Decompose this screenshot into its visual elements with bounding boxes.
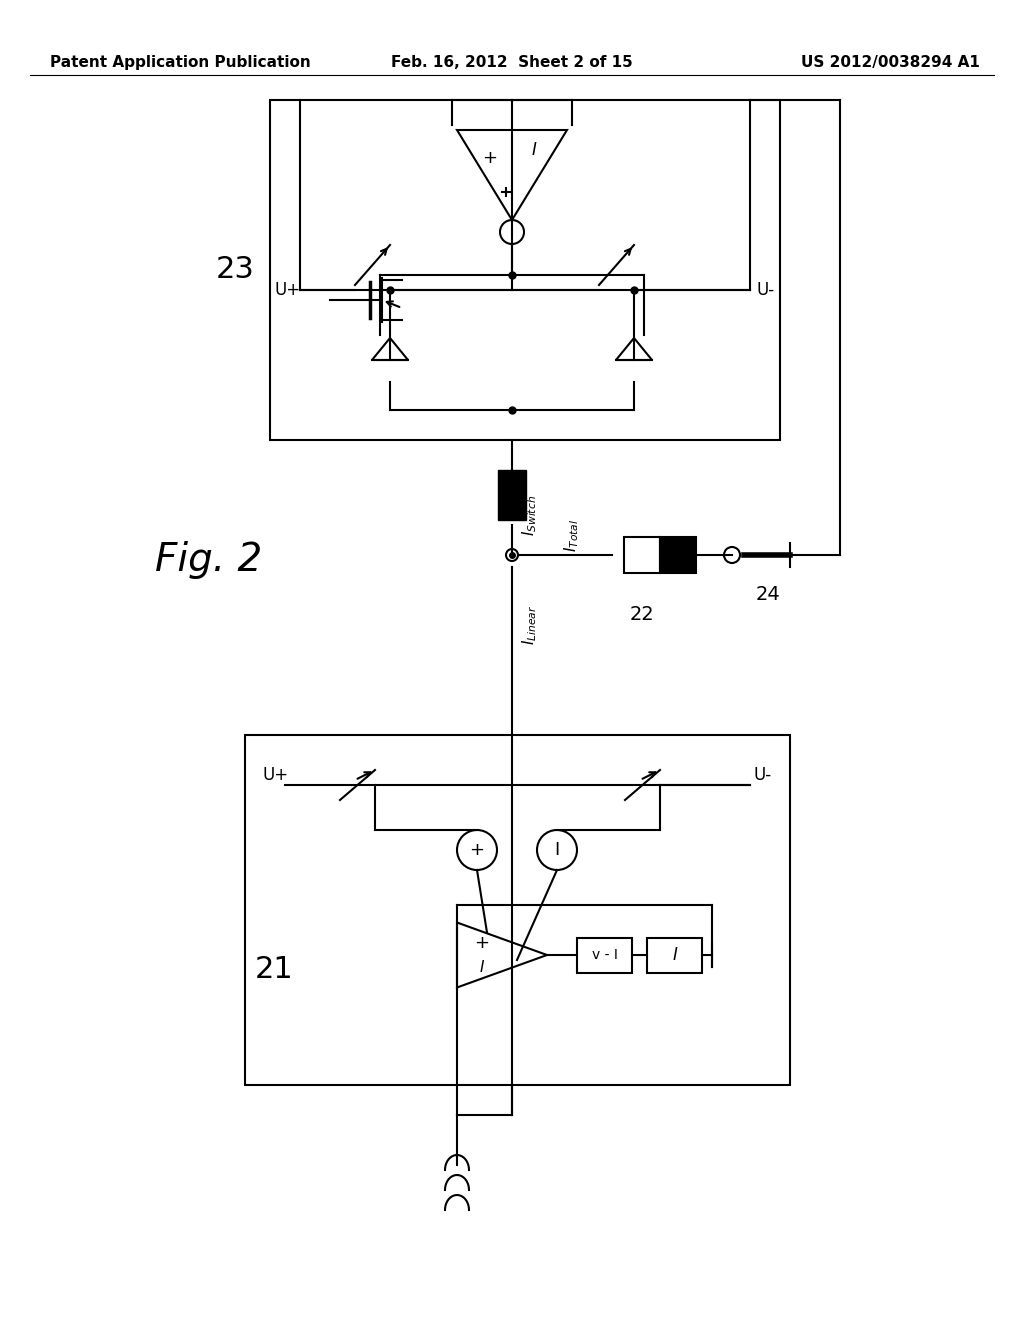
Text: Patent Application Publication: Patent Application Publication xyxy=(50,55,310,70)
Text: US 2012/0038294 A1: US 2012/0038294 A1 xyxy=(801,55,980,70)
Bar xyxy=(660,537,696,573)
Bar xyxy=(245,735,790,1085)
Text: I: I xyxy=(531,141,537,158)
Text: 22: 22 xyxy=(630,605,654,624)
Text: Fig. 2: Fig. 2 xyxy=(155,541,262,579)
Text: U-: U- xyxy=(754,766,772,784)
Text: v - I: v - I xyxy=(592,948,617,962)
Text: I: I xyxy=(554,841,560,859)
Text: 21: 21 xyxy=(255,956,294,985)
Text: 23: 23 xyxy=(216,256,255,285)
Text: Feb. 16, 2012  Sheet 2 of 15: Feb. 16, 2012 Sheet 2 of 15 xyxy=(391,55,633,70)
Bar xyxy=(270,100,780,440)
Text: 24: 24 xyxy=(756,585,780,605)
Text: I: I xyxy=(672,946,677,964)
Text: U-: U- xyxy=(757,281,775,300)
Bar xyxy=(577,937,632,973)
Text: $I_{Total}$: $I_{Total}$ xyxy=(562,519,582,552)
Text: $I_{Linear}$: $I_{Linear}$ xyxy=(520,605,539,645)
Text: U+: U+ xyxy=(275,281,301,300)
Text: U+: U+ xyxy=(263,766,289,784)
Text: +: + xyxy=(482,149,498,168)
Text: +: + xyxy=(469,841,484,859)
Text: I: I xyxy=(480,960,484,974)
Text: +: + xyxy=(474,935,489,952)
Bar xyxy=(498,470,526,520)
Bar xyxy=(624,537,660,573)
Text: $I_{Switch}$: $I_{Switch}$ xyxy=(520,495,539,536)
Bar xyxy=(647,937,702,973)
